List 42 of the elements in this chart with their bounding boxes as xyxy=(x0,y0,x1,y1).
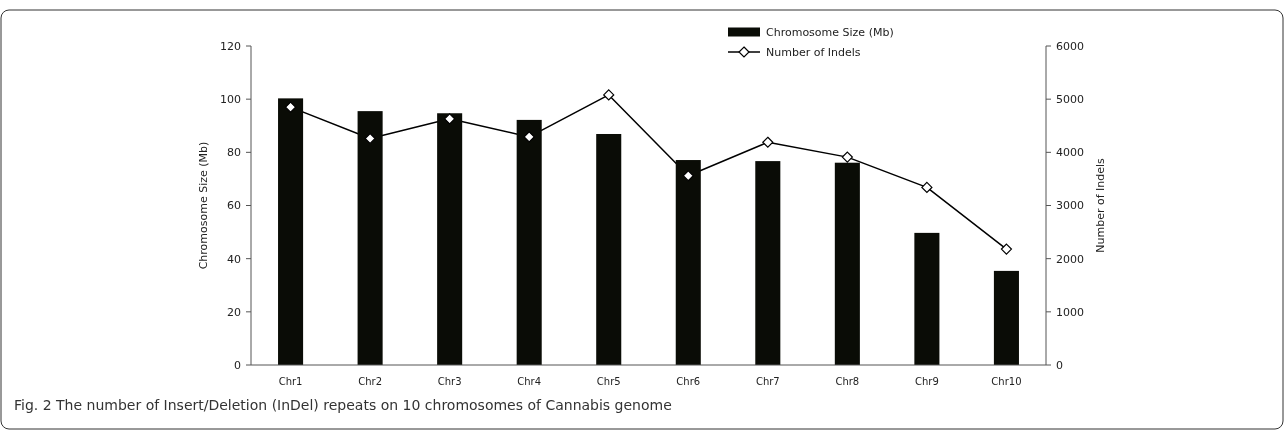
caption: Fig. 2 The number of Insert/Deletion (InDel) repeats on 10 chromosomes of Cannabis genome xyxy=(14,396,672,413)
y2-tick-label: 6000 xyxy=(1056,39,1084,53)
y-tick-label: 100 xyxy=(220,93,241,107)
y-axis-title: Chromosome Size (Mb) xyxy=(197,141,210,270)
point xyxy=(444,113,456,125)
y-tick-label: 120 xyxy=(220,39,241,53)
y-tick-label: 80 xyxy=(227,146,241,160)
y2-tick-label: 2000 xyxy=(1056,252,1084,266)
bar xyxy=(596,133,622,365)
y2-tick-label: 5000 xyxy=(1056,93,1084,107)
point xyxy=(762,136,774,148)
point xyxy=(523,131,535,143)
x-tick-label: Chr8 xyxy=(835,375,860,387)
x-tick-label: Chr9 xyxy=(914,375,939,387)
legend-label: Number of Indels xyxy=(766,45,861,59)
y2-tick-label: 3000 xyxy=(1056,199,1084,213)
y2-tick-label: 1000 xyxy=(1056,305,1084,319)
x-tick-label: Chr7 xyxy=(755,375,780,387)
x-tick-label: Chr3 xyxy=(437,375,462,387)
legend-label: Chromosome Size (Mb) xyxy=(766,25,894,39)
bar xyxy=(755,161,781,365)
y-tick-label: 20 xyxy=(227,305,241,319)
y-tick-label: 60 xyxy=(227,199,241,213)
point xyxy=(603,89,615,101)
y-tick-label: 40 xyxy=(227,252,241,266)
x-tick-label: Chr4 xyxy=(517,375,542,387)
bar xyxy=(993,270,1019,365)
x-tick-label: Chr1 xyxy=(278,375,303,387)
point xyxy=(682,170,694,182)
point xyxy=(921,181,933,194)
x-tick-label: Chr5 xyxy=(596,375,621,387)
point xyxy=(284,101,297,113)
point xyxy=(1000,243,1013,255)
y-tick-label: 0 xyxy=(234,358,241,372)
bar xyxy=(914,232,940,365)
y2-tick-label: 4000 xyxy=(1056,146,1084,160)
x-tick-label: Chr2 xyxy=(358,375,383,387)
point xyxy=(841,151,853,163)
x-tick-label: Chr10 xyxy=(991,375,1022,387)
y2-tick-label: 0 xyxy=(1056,358,1063,372)
x-tick-label: Chr6 xyxy=(676,375,701,387)
y2-axis-title: Number of Indels xyxy=(1094,157,1107,253)
